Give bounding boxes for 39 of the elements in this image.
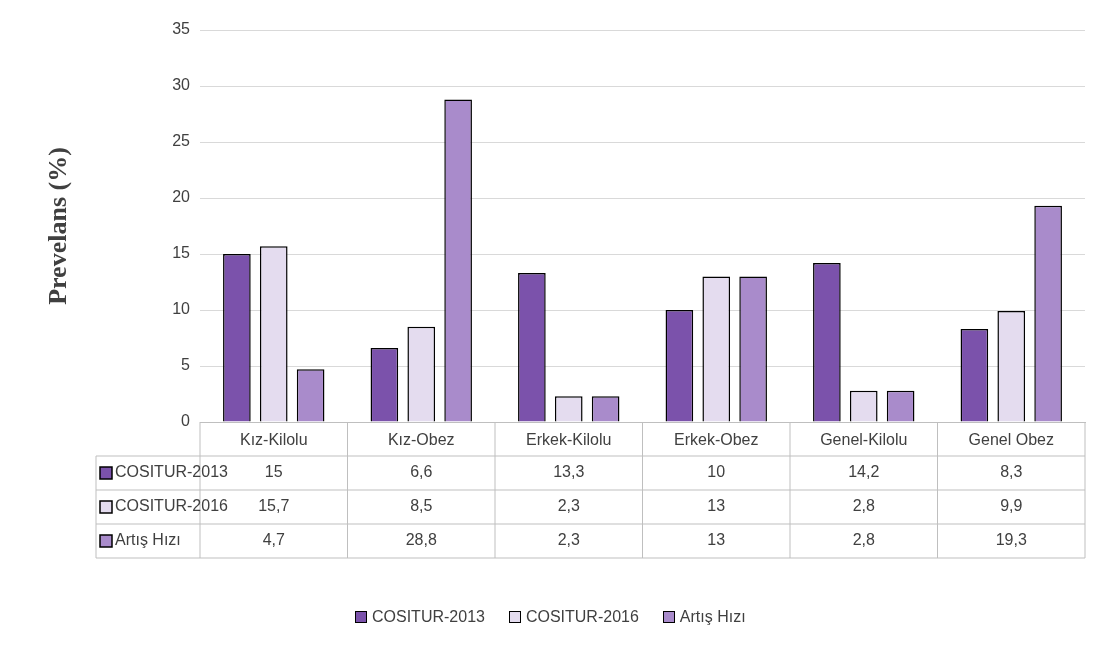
data-label: 8,3 [1000, 463, 1023, 481]
data-label: 8,5 [410, 497, 433, 515]
y-tick-label: 35 [172, 20, 191, 38]
data-label: 28,8 [405, 531, 437, 549]
y-tick-label: 25 [172, 132, 191, 150]
data-label: 13 [707, 497, 726, 515]
y-tick-label: 10 [172, 300, 191, 318]
x-tick-label: Genel Obez [968, 431, 1054, 449]
text: COSITUR-2016 [525, 608, 639, 625]
data-label: 19,3 [995, 531, 1027, 549]
legend-label: Artış Hızı [115, 531, 181, 549]
data-label: 2,8 [852, 497, 875, 515]
data-label: 14,2 [848, 463, 880, 481]
data-label: 13 [707, 531, 726, 549]
y-tick-label: 30 [172, 76, 191, 94]
y-tick-label: 15 [172, 244, 191, 262]
x-tick-label: Kız-Obez [387, 431, 455, 449]
text: COSITUR-2013 [372, 608, 485, 625]
data-label: 2,3 [557, 497, 580, 515]
text: Artış Hızı [679, 608, 746, 625]
data-label: 6,6 [410, 463, 433, 481]
x-tick-label: Kız-Kilolu [239, 431, 308, 449]
x-tick-label: Erkek-Kilolu [526, 431, 612, 449]
y-tick-label: 20 [172, 188, 191, 206]
data-label: 15,7 [258, 497, 290, 515]
data-label: 4,7 [262, 531, 285, 549]
data-label: 15 [264, 463, 283, 481]
legend-label: COSITUR-2013 [115, 463, 229, 481]
y-tick-label: 0 [181, 412, 191, 430]
y-axis-title: Prevelans (%) [43, 147, 73, 305]
data-label: 2,8 [852, 531, 875, 549]
legend-label: COSITUR-2016 [115, 497, 229, 515]
data-label: 10 [707, 463, 726, 481]
data-label: 2,3 [557, 531, 580, 549]
x-tick-label: Genel-Kilolu [820, 431, 908, 449]
x-tick-label: Erkek-Obez [674, 431, 759, 449]
data-label: 9,9 [1000, 497, 1023, 515]
y-tick-label: 5 [181, 356, 191, 374]
data-label: 13,3 [553, 463, 585, 481]
